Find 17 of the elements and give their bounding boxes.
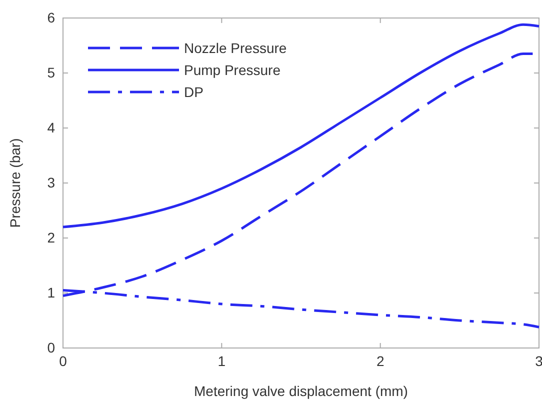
x-tick-label: 3 [535,352,542,369]
x-tick-label: 0 [59,352,68,369]
y-tick-label: 3 [47,174,56,190]
x-tick-label: 1 [218,352,226,369]
y-tick-label: 0 [47,339,56,356]
y-tick-label: 2 [47,229,56,246]
x-axis-title: Metering valve displacement (mm) [194,383,408,399]
x-tick-label: 2 [376,352,384,369]
legend-label: DP [184,84,204,100]
legend-label: Pump Pressure [184,62,281,78]
y-tick-label: 6 [47,9,56,26]
line-series [62,23,540,228]
y-tick-label: 4 [47,119,56,136]
y-axis-title: Pressure (bar) [7,138,23,228]
y-tick-label: 1 [47,284,56,300]
y-tick-label: 5 [47,64,56,80]
legend-label: Nozzle Pressure [184,40,287,56]
